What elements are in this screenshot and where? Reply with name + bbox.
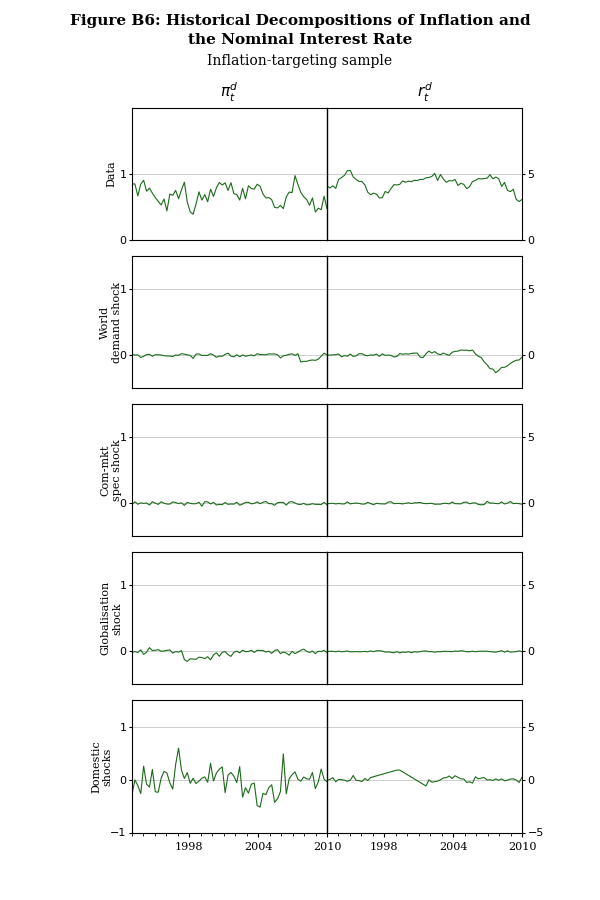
Text: Figure B6: Historical Decompositions of Inflation and: Figure B6: Historical Decompositions of … (70, 14, 530, 28)
Text: Inflation-targeting sample: Inflation-targeting sample (208, 54, 392, 68)
Text: the Nominal Interest Rate: the Nominal Interest Rate (188, 33, 412, 48)
Y-axis label: Globalisation
shock: Globalisation shock (100, 581, 122, 655)
Y-axis label: Data: Data (106, 161, 116, 187)
Y-axis label: Com-mkt
spec shock: Com-mkt spec shock (100, 439, 122, 501)
Y-axis label: World
demand shock: World demand shock (100, 282, 122, 363)
Y-axis label: Domestic
shocks: Domestic shocks (91, 740, 113, 793)
Text: $\pi_t^d$: $\pi_t^d$ (220, 80, 239, 104)
Text: $r_t^d$: $r_t^d$ (416, 80, 433, 104)
